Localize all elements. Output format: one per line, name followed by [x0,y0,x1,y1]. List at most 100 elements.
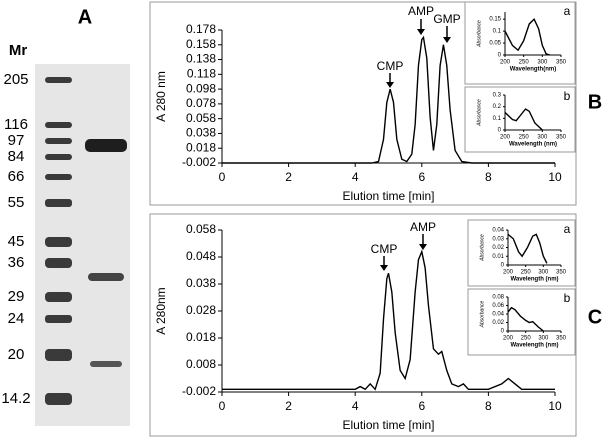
x-tick-label: 200 [503,336,514,342]
sample-band [88,273,124,281]
x-tick-label: 350 [556,270,567,276]
marker-label: 205 [3,71,28,88]
inset-frame [467,288,576,356]
marker-label: 20 [8,346,25,363]
y-tick-label: 0 [498,128,502,134]
x-tick-label: 10 [548,170,562,184]
y-tick-label: 0.04 [492,312,504,318]
x-tick-label: 300 [537,60,548,66]
y-tick-label: 0 [501,263,505,269]
y-tick-label: 0 [498,53,502,59]
x-tick-label: 300 [538,270,549,276]
y-tick-label: 0.058 [186,111,216,125]
band [45,122,72,128]
arrow-head [380,265,388,271]
y-tick-label: 0.098 [186,81,216,95]
band [45,315,72,323]
panel-label: C [588,306,602,328]
x-tick-label: 350 [556,135,567,141]
panel-label: B [588,91,602,113]
y-tick-label: -0.002 [182,384,216,398]
mr-header: Mr [9,42,27,59]
y-tick-label: 0.038 [186,276,216,290]
y-tick-label: 0.1 [493,116,502,122]
band [45,237,72,247]
y-tick-label: 0.08 [492,295,504,301]
x-tick-label: 6 [418,170,425,184]
y-tick-label: 0.3 [493,93,502,99]
y-axis-label: Absorbance [479,234,485,262]
panel-label: A [78,6,92,28]
trace [507,233,548,264]
x-tick-label: 200 [503,270,514,276]
x-axis-label: Wavelength(nm) [510,67,556,73]
y-tick-label: 0.158 [186,37,216,51]
y-tick-label: 0.06 [492,303,504,309]
peak-label: CMP [377,59,404,73]
inset-label: b [564,89,571,103]
y-tick-label: 0.01 [492,254,504,260]
x-tick-label: 10 [548,399,562,413]
chart: 0 0.01 0.02 0.03 0.04 200 250 300 350Wavelength … [467,219,576,287]
x-tick-label: 0 [219,170,226,184]
x-tick-label: 4 [352,399,359,413]
y-tick-label: 0.008 [186,357,216,371]
band [45,258,72,268]
y-tick-label: 0.138 [186,52,216,66]
x-axis-label: Wavelength (nm) [510,343,558,349]
x-tick-label: 8 [485,399,492,413]
y-tick-label: 0.2 [493,104,502,110]
marker-label: 66 [8,168,25,185]
y-tick-label: 0.1 [493,29,502,35]
inset-frame [464,86,576,153]
y-tick-label: 0.04 [492,228,504,234]
marker-label: 36 [8,254,25,271]
y-tick-label: 0.058 [186,222,216,236]
marker-label: 55 [8,194,25,211]
peak-label: AMP [410,220,436,234]
y-tick-label: 0.078 [186,96,216,110]
panel-frame [149,1,577,206]
arrow-head [419,244,427,250]
x-tick-label: 250 [521,270,532,276]
y-tick-label: 0.03 [492,236,504,242]
y-tick-label: 0.02 [492,245,504,251]
x-tick-label: 350 [556,336,567,342]
y-axis-label: Absorbance [476,20,482,48]
x-axis-label: Elution time [min] [342,189,434,203]
x-tick-label: 2 [285,170,292,184]
y-tick-label: 0.178 [186,22,216,36]
marker-label: 24 [8,310,25,327]
inset-frame [464,1,576,85]
y-tick-label: 0.018 [186,140,216,154]
chart: 0 0.02 0.04 0.06 0.08 200 250 300 350Wavelength … [467,288,576,356]
sample-band [90,361,122,367]
x-tick-label: 6 [418,399,425,413]
arrow-head [417,29,425,35]
y-axis-label: A 280 nm [154,71,168,122]
y-tick-label: 0.118 [187,67,216,81]
inset-frame [467,219,576,287]
x-tick-label: 2 [285,399,292,413]
x-tick-label: 300 [537,135,548,141]
x-tick-label: 300 [538,336,549,342]
panel-frame [149,213,577,437]
arrow-head [386,82,394,88]
y-tick-label: 0.018 [186,330,216,344]
y-tick-label: 0.02 [492,320,504,326]
y-tick-label: 0.038 [186,126,216,140]
x-axis-label: Wavelength (nm) [510,277,558,283]
y-tick-label: 0.15 [489,17,501,23]
trace [507,306,544,332]
x-tick-label: 350 [556,60,567,66]
x-tick-label: 200 [500,135,511,141]
trace [504,108,543,131]
marker-label: 14.2 [1,390,30,407]
x-tick-label: 4 [352,170,359,184]
y-axis-label: Absorbance [476,99,482,127]
x-tick-label: 8 [485,170,492,184]
